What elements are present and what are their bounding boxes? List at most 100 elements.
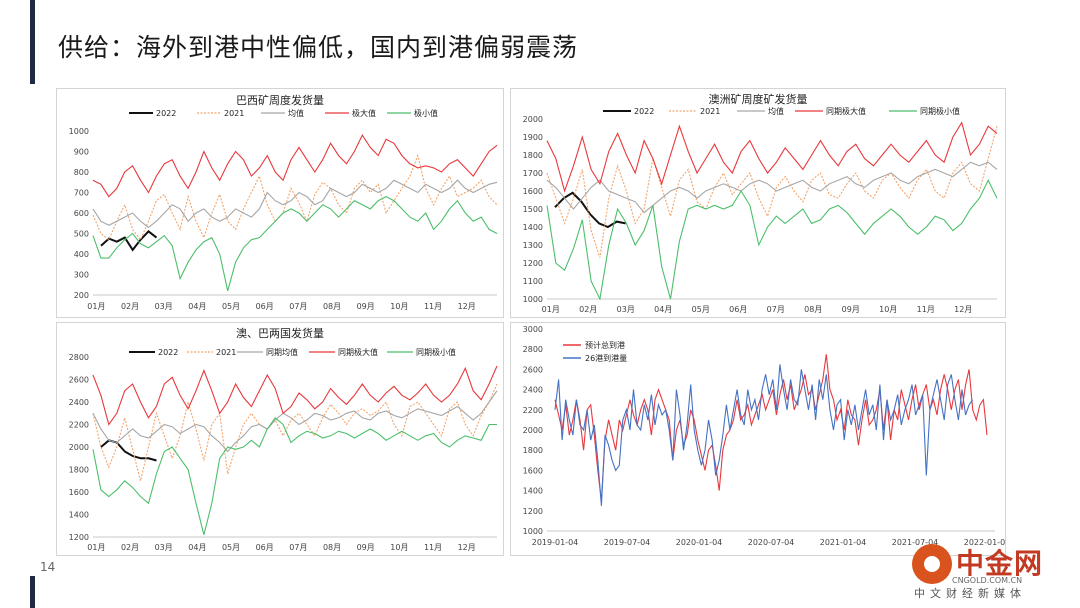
x-tick-label: 02月 — [121, 302, 139, 311]
legend-label: 均值 — [768, 106, 784, 116]
x-tick-label: 06月 — [256, 543, 274, 552]
y-tick-label: 1500 — [523, 205, 543, 214]
logo-url-text: CNGOLD.COM.CN — [952, 576, 1023, 585]
x-tick-label: 2021-01-04 — [820, 538, 867, 547]
y-tick-label: 2800 — [523, 345, 543, 354]
x-tick-label: 2020-01-04 — [676, 538, 723, 547]
x-tick-label: 11月 — [917, 305, 935, 314]
legend-label: 2022 — [158, 348, 178, 357]
chart-panel-aus-brazil: 澳、巴两国发货量 1200 1400 1600 1800 2000 2200 2400 2600… — [56, 322, 504, 556]
x-tick-label: 05月 — [692, 305, 710, 314]
y-tick-label: 800 — [74, 168, 89, 177]
chart-panel-brazil: 巴西矿周度发货量 200 300 400 500 600 700 800 900 1000 01月 0… — [56, 88, 504, 318]
y-tick-label: 3000 — [523, 325, 543, 334]
series-line-min — [92, 416, 497, 535]
x-tick-label: 08月 — [323, 543, 341, 552]
chart-panel-australia: 澳洲矿周度矿发货量 1000 1100 1200 1300 1400 1500 1600 170… — [510, 88, 1006, 318]
y-tick-label: 1900 — [523, 133, 543, 142]
page-number: 14 — [40, 560, 56, 574]
series-line-avg — [92, 179, 498, 229]
y-tick-label: 600 — [74, 209, 89, 218]
y-tick-label: 1000 — [69, 127, 89, 136]
y-tick-label: 2600 — [523, 365, 543, 374]
x-tick-label: 2019-07-04 — [604, 538, 651, 547]
y-tick-label: 700 — [74, 189, 89, 198]
x-tick-label: 07月 — [289, 543, 307, 552]
x-tick-label: 12月 — [458, 302, 476, 311]
y-tick-label: 900 — [74, 148, 89, 157]
x-tick-label: 07月 — [767, 305, 785, 314]
x-tick-label: 09月 — [357, 543, 375, 552]
accent-bar-bottom — [30, 576, 35, 608]
legend-label: 极大值 — [352, 108, 376, 118]
y-tick-label: 1400 — [523, 223, 543, 232]
y-tick-label: 1600 — [523, 187, 543, 196]
chart-arrivals: 1000 1200 1400 1600 1800 2000 2200 2400 2600 2800… — [523, 325, 1005, 547]
series-line-min — [546, 178, 998, 301]
x-tick-label: 06月 — [256, 302, 274, 311]
series-line-c2021 — [92, 383, 498, 481]
y-tick-label: 1200 — [523, 507, 543, 516]
x-tick-label: 01月 — [87, 543, 105, 552]
chart-title: 巴西矿周度发货量 — [236, 93, 324, 107]
x-tick-label: 01月 — [87, 302, 105, 311]
legend-label: 同期极小值 — [416, 347, 456, 357]
x-tick-label: 2020-07-04 — [748, 538, 795, 547]
y-tick-label: 2200 — [523, 406, 543, 415]
y-tick-label: 1000 — [523, 295, 543, 304]
legend-label: 同期均值 — [266, 347, 298, 357]
x-tick-label: 2022-01-04 — [964, 538, 1005, 547]
series-line-arrival_26 — [554, 364, 974, 506]
legend-label: 同期极小值 — [920, 106, 960, 116]
legend-label: 2022 — [634, 107, 654, 116]
x-tick-label: 09月 — [357, 302, 375, 311]
accent-bar-top — [30, 0, 35, 84]
series-line-c2022 — [100, 230, 158, 252]
legend-label: 2021 — [224, 109, 244, 118]
y-tick-label: 1400 — [523, 487, 543, 496]
y-tick-label: 300 — [74, 271, 89, 280]
y-tick-label: 2000 — [69, 443, 89, 452]
legend-label: 2021 — [700, 107, 720, 116]
chart-aus-brazil: 澳、巴两国发货量 1200 1400 1600 1800 2000 2200 2400 2600… — [69, 326, 498, 552]
x-tick-label: 12月 — [458, 543, 476, 552]
x-tick-label: 10月 — [390, 543, 408, 552]
x-tick-label: 01月 — [542, 305, 560, 314]
x-tick-label: 12月 — [954, 305, 972, 314]
y-tick-label: 2000 — [523, 426, 543, 435]
x-tick-label: 03月 — [155, 543, 173, 552]
series-line-avg — [546, 161, 998, 214]
chart-brazil: 巴西矿周度发货量 200 300 400 500 600 700 800 900 1000 01月 0… — [69, 93, 498, 311]
chart-australia: 澳洲矿周度矿发货量 1000 1100 1200 1300 1400 1500 1600 170… — [523, 92, 998, 314]
x-tick-label: 07月 — [289, 302, 307, 311]
legend-label: 预计总到港 — [585, 340, 625, 350]
x-tick-label: 2021-07-04 — [892, 538, 939, 547]
x-tick-label: 03月 — [617, 305, 635, 314]
x-tick-label: 05月 — [222, 543, 240, 552]
legend-label: 同期极大值 — [826, 106, 866, 116]
y-tick-label: 1800 — [69, 466, 89, 475]
series-line-arrival_total — [554, 354, 988, 501]
x-tick-label: 09月 — [842, 305, 860, 314]
logo-circle-icon — [912, 544, 952, 584]
series-line-c2021 — [546, 126, 998, 258]
y-tick-label: 1100 — [523, 277, 543, 286]
y-tick-label: 2000 — [523, 115, 543, 124]
y-tick-label: 1600 — [523, 466, 543, 475]
logo-main-text: 中金网 — [956, 547, 1044, 580]
x-tick-label: 04月 — [654, 305, 672, 314]
chart-title: 澳、巴两国发货量 — [236, 326, 324, 340]
y-tick-label: 2400 — [523, 386, 543, 395]
x-tick-label: 05月 — [222, 302, 240, 311]
y-tick-label: 1400 — [69, 511, 89, 520]
series-line-max — [92, 365, 498, 426]
legend-label: 2021 — [216, 348, 236, 357]
slide-title: 供给：海外到港中性偏低，国内到港偏弱震荡 — [58, 33, 579, 62]
legend-label: 同期极大值 — [338, 347, 378, 357]
x-tick-label: 06月 — [729, 305, 747, 314]
y-tick-label: 1600 — [69, 488, 89, 497]
y-tick-label: 1300 — [523, 241, 543, 250]
legend-label: 2022 — [156, 109, 176, 118]
series-line-avg — [92, 390, 498, 453]
x-tick-label: 08月 — [804, 305, 822, 314]
